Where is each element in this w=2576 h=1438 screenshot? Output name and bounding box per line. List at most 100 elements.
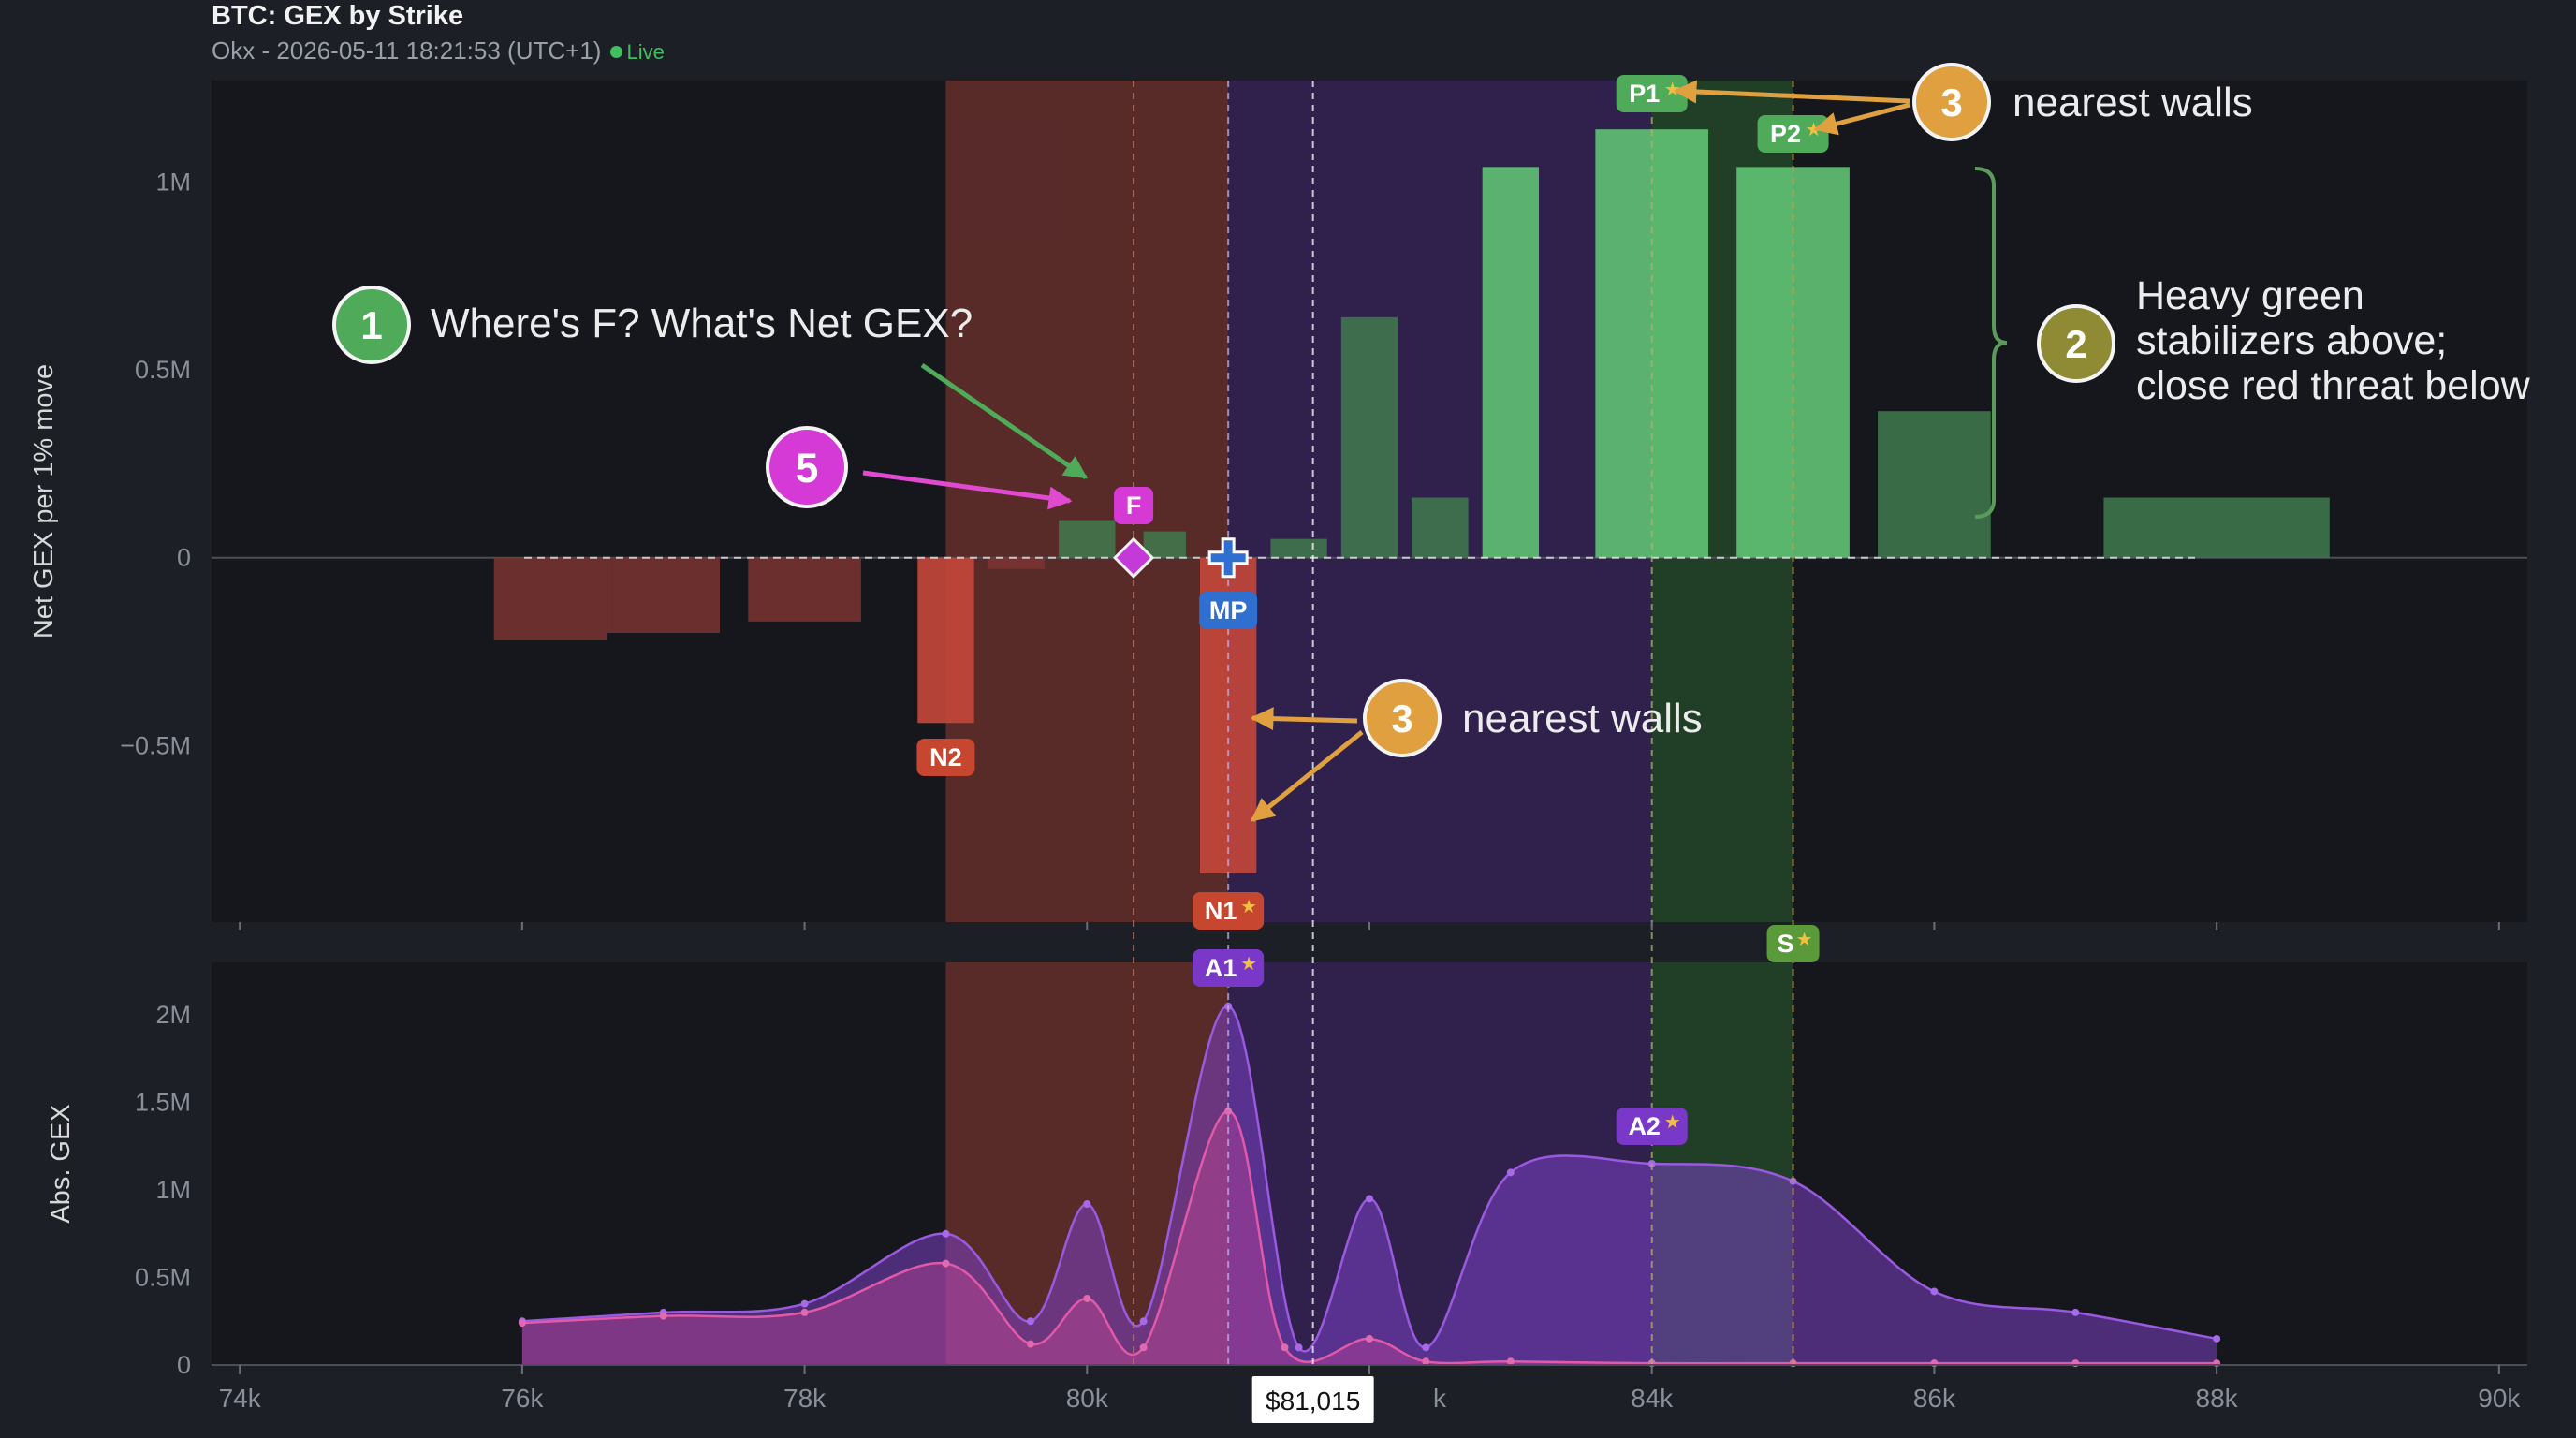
flip-diamond-icon (1112, 536, 1155, 579)
badge-n2[interactable]: N2 (916, 739, 975, 776)
zone-red-upper (945, 81, 1229, 922)
annotation-2-text: close red threat below (2136, 363, 2531, 408)
net-gex-ytick-label: −0.5M (120, 731, 191, 759)
gex-bar (493, 557, 607, 640)
gex-bar (1340, 316, 1398, 558)
x-tick-label: 88k (2196, 1384, 2239, 1413)
annotation-1-number: 1 (360, 303, 382, 347)
net-gex-ytick-label: 1M (155, 168, 191, 196)
annotation-3-top-arrow-2 (1813, 102, 1910, 136)
annotation-3-top-number: 3 (1940, 81, 1962, 125)
x-tick-label: 86k (1913, 1384, 1956, 1413)
badge-mp[interactable]: MP (1199, 592, 1258, 629)
x-tick-label: k (1433, 1384, 1447, 1413)
abs-gex-point (1083, 1200, 1091, 1208)
badge-n2-bg (916, 739, 975, 776)
abs-gex-point (659, 1312, 667, 1320)
annotation-1-text: Where's F? What's Net GEX? (431, 301, 973, 346)
annotation-3-bottom-text: nearest walls (1462, 696, 1703, 741)
annotation-1-arrow (920, 362, 1089, 480)
badge-p2-label: P2 (1770, 120, 1801, 148)
abs-gex-negative-line (521, 1109, 2217, 1365)
x-tick-label: 80k (1066, 1384, 1109, 1413)
abs-gex-point (1295, 1343, 1303, 1352)
badge-p2-bg (1757, 115, 1829, 153)
net-gex-y-axis-title: Net GEX per 1% move (29, 364, 59, 638)
chart-title: BTC: GEX by Strike (212, 1, 464, 31)
annotation-3-bottom-number: 3 (1391, 697, 1412, 741)
abs-gex-point (1224, 1107, 1233, 1115)
star-icon: ★ (1796, 930, 1813, 950)
abs-gex-point (518, 1319, 526, 1328)
abs-gex-ytick-label: 0 (177, 1351, 191, 1379)
max-pain-cross-icon (1208, 537, 1249, 579)
live-dot-icon (610, 46, 623, 59)
badge-mp-bg (1199, 592, 1258, 629)
abs-gex-point (1026, 1340, 1034, 1348)
annotation-1-circle (332, 286, 411, 364)
badge-f-label: F (1126, 492, 1142, 520)
x-tick-label: 90k (2478, 1384, 2521, 1413)
bracket-icon (1974, 167, 2008, 519)
badge-a2-bg (1616, 1108, 1688, 1145)
badge-mp-label: MP (1209, 596, 1248, 624)
gex-bar (607, 557, 721, 633)
annotation-3-top-arrow-1 (1673, 80, 1910, 104)
annotation-2-number: 2 (2065, 322, 2086, 366)
badge-a1-label: A1 (1205, 954, 1237, 982)
badge-s[interactable]: S ★ (1766, 925, 1820, 962)
badge-a2-label: A2 (1628, 1112, 1661, 1140)
abs-gex-point (1422, 1357, 1430, 1366)
gex-bar (1270, 538, 1327, 558)
annotation-3-top-circle (1912, 63, 1991, 141)
badge-f-bg (1114, 487, 1154, 524)
gex-bar (1143, 531, 1186, 558)
abs-gex-ytick-label: 2M (155, 1001, 191, 1029)
badge-a1[interactable]: A1 ★ (1193, 949, 1265, 987)
gex-bar (1878, 411, 1991, 558)
badge-a1-bg (1193, 949, 1265, 987)
gex-bar (1059, 520, 1116, 558)
abs-gex-point (1930, 1287, 1939, 1296)
annotation-2-text: stabilizers above; (2136, 318, 2447, 363)
abs-gex-point (800, 1299, 809, 1308)
badge-p2[interactable]: P2 ★ (1757, 115, 1829, 153)
badge-f[interactable]: F (1114, 487, 1154, 524)
star-icon: ★ (1240, 897, 1257, 917)
x-tick-label: 74k (219, 1384, 262, 1413)
star-icon: ★ (1240, 954, 1257, 975)
abs-gex-point (1366, 1195, 1373, 1203)
exchange-timestamp: Okx - 2026-05-11 18:21:53 (UTC+1) (212, 37, 602, 65)
badge-n2-label: N2 (929, 743, 962, 771)
abs-gex-point (1506, 1357, 1515, 1366)
abs-gex-point (1422, 1343, 1430, 1352)
gex-bar (988, 557, 1046, 569)
chart-header: BTC: GEX by Strike Okx - 2026-05-11 18:2… (212, 0, 665, 71)
spot-price-badge (1251, 1376, 1374, 1423)
badge-s-label: S (1778, 930, 1794, 958)
gex-bar (917, 557, 974, 724)
abs-gex-negative-area (521, 1110, 2217, 1365)
badge-p1-bg (1616, 75, 1688, 112)
annotation-3-bottom-circle (1363, 679, 1442, 757)
annotation-2-text: Heavy green (2136, 273, 2364, 318)
badge-p1[interactable]: P1 ★ (1616, 75, 1688, 112)
badge-n1[interactable]: N1 ★ (1193, 892, 1265, 930)
annotation-3-bottom-arrow-1 (1250, 707, 1358, 731)
abs-gex-point (1506, 1168, 1515, 1177)
abs-gex-point (2213, 1334, 2221, 1343)
abs-gex-point (2071, 1308, 2080, 1316)
abs-gex-y-axis-title: Abs. GEX (46, 1104, 76, 1223)
abs-gex-ytick-label: 0.5M (135, 1264, 191, 1292)
annotation-5-number: 5 (796, 446, 819, 492)
gex-bar (2103, 497, 2330, 558)
badge-a2[interactable]: A2 ★ (1616, 1108, 1688, 1145)
live-status: Live (626, 40, 665, 64)
badge-s-bg (1766, 925, 1820, 962)
net-gex-ytick-label: 0 (177, 544, 191, 572)
abs-gex-point (942, 1229, 950, 1238)
abs-gex-point (1139, 1317, 1148, 1326)
gex-bar (1412, 497, 1469, 558)
